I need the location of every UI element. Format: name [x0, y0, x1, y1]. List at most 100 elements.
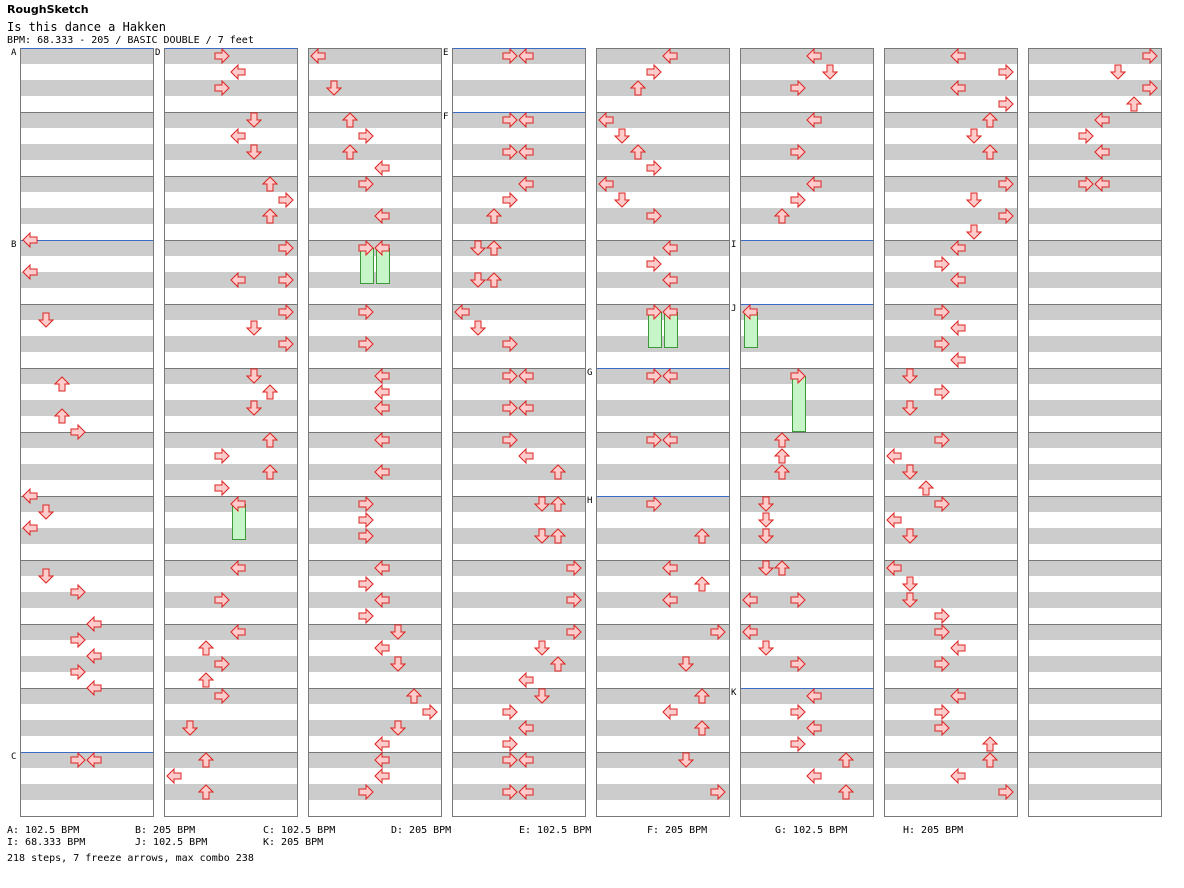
arrow-icon — [790, 192, 806, 208]
arrow-icon — [246, 368, 262, 384]
arrow-icon — [166, 768, 182, 784]
arrow-icon — [742, 304, 758, 320]
section-label: B — [11, 240, 17, 250]
arrow-icon — [374, 464, 390, 480]
beat-band — [309, 48, 441, 64]
arrow-icon — [694, 576, 710, 592]
measure-line — [165, 432, 297, 433]
arrow-icon — [70, 424, 86, 440]
arrow-icon — [230, 64, 246, 80]
arrow-icon — [998, 96, 1014, 112]
arrow-icon — [22, 264, 38, 280]
measure-line — [885, 48, 1017, 49]
measure-line — [597, 560, 729, 561]
section-line — [597, 368, 729, 369]
arrow-icon — [342, 144, 358, 160]
beat-band — [885, 624, 1017, 640]
arrow-icon — [422, 704, 438, 720]
measure-line — [165, 368, 297, 369]
beat-band — [885, 560, 1017, 576]
beat-band — [453, 496, 585, 512]
arrow-icon — [70, 664, 86, 680]
beat-band — [741, 272, 873, 288]
arrow-icon — [950, 688, 966, 704]
beat-band — [885, 432, 1017, 448]
arrow-icon — [470, 320, 486, 336]
beat-band — [1029, 496, 1161, 512]
measure-line — [597, 688, 729, 689]
section-line — [741, 304, 873, 305]
arrow-icon — [390, 720, 406, 736]
beat-band — [309, 144, 441, 160]
beat-band — [453, 272, 585, 288]
measure-line — [1029, 240, 1161, 241]
arrow-icon — [758, 512, 774, 528]
arrow-icon — [534, 688, 550, 704]
beat-band — [885, 496, 1017, 512]
beat-band — [21, 688, 153, 704]
arrow-icon — [758, 496, 774, 512]
arrow-icon — [518, 720, 534, 736]
arrow-icon — [998, 176, 1014, 192]
arrow-icon — [950, 48, 966, 64]
arrow-icon — [358, 528, 374, 544]
arrow-icon — [198, 752, 214, 768]
arrow-icon — [246, 112, 262, 128]
arrow-icon — [950, 80, 966, 96]
beat-band — [885, 112, 1017, 128]
arrow-icon — [998, 64, 1014, 80]
arrow-icon — [646, 432, 662, 448]
measure-line — [309, 112, 441, 113]
beat-band — [165, 752, 297, 768]
arrow-icon — [758, 528, 774, 544]
arrow-icon — [550, 464, 566, 480]
arrow-icon — [790, 592, 806, 608]
arrow-icon — [710, 624, 726, 640]
arrow-icon — [470, 240, 486, 256]
arrow-icon — [1078, 128, 1094, 144]
measure-line — [309, 624, 441, 625]
arrow-icon — [902, 528, 918, 544]
beat-band — [21, 784, 153, 800]
section-line — [21, 752, 153, 753]
measure-line — [21, 304, 153, 305]
measure-line — [1029, 48, 1161, 49]
beat-band — [309, 336, 441, 352]
arrow-icon — [358, 496, 374, 512]
arrow-icon — [38, 504, 54, 520]
section-line — [165, 48, 297, 49]
measure-line — [741, 48, 873, 49]
arrow-icon — [262, 208, 278, 224]
beat-band — [1029, 272, 1161, 288]
chart-column — [20, 48, 154, 817]
measure-line — [453, 752, 585, 753]
arrow-icon — [662, 432, 678, 448]
beat-band — [1029, 304, 1161, 320]
arrow-icon — [806, 176, 822, 192]
beat-band — [453, 560, 585, 576]
measure-line — [453, 624, 585, 625]
arrow-icon — [230, 128, 246, 144]
arrow-icon — [518, 752, 534, 768]
measure-line — [885, 304, 1017, 305]
beat-band — [597, 176, 729, 192]
beat-band — [1029, 752, 1161, 768]
measure-line — [453, 496, 585, 497]
measure-line — [309, 752, 441, 753]
arrow-icon — [838, 784, 854, 800]
beat-band — [597, 496, 729, 512]
measure-line — [741, 176, 873, 177]
arrow-icon — [374, 240, 390, 256]
arrow-icon — [326, 80, 342, 96]
measure-line — [597, 112, 729, 113]
arrow-icon — [902, 592, 918, 608]
measure-line — [741, 624, 873, 625]
section-line — [597, 496, 729, 497]
measure-line — [453, 432, 585, 433]
arrow-icon — [982, 144, 998, 160]
beat-band — [741, 784, 873, 800]
beat-band — [885, 784, 1017, 800]
beat-band — [21, 464, 153, 480]
measure-line — [309, 304, 441, 305]
beat-band — [309, 528, 441, 544]
